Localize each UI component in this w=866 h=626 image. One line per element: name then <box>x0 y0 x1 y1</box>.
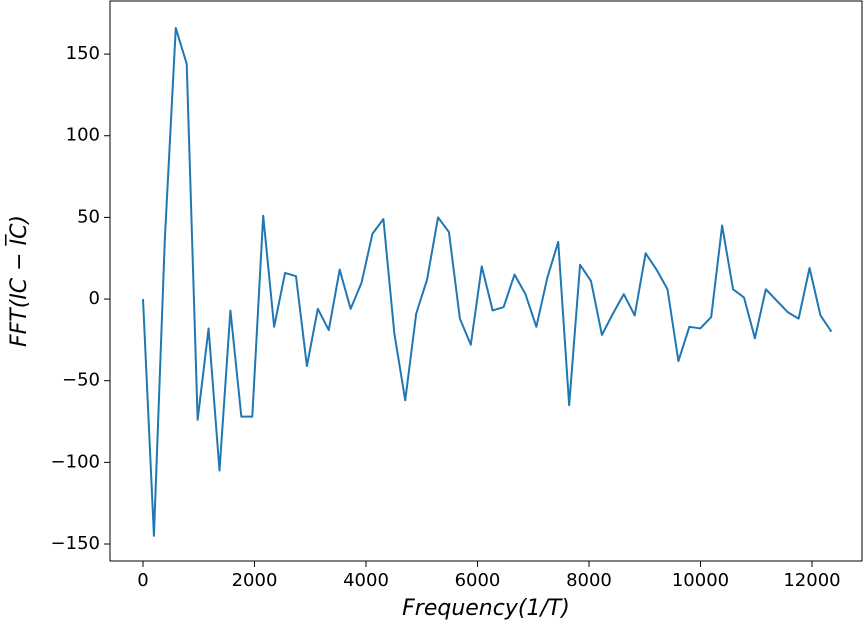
y-axis-label: FFT(IC − I̅C) <box>5 215 32 347</box>
plot-frame <box>109 0 863 562</box>
x-tick-label: 0 <box>137 570 148 591</box>
y-tick-label: 0 <box>89 288 100 309</box>
y-tick-label: 50 <box>77 206 100 227</box>
x-tick-label: 10000 <box>672 570 729 591</box>
x-axis-label: Frequency(1/T) <box>402 596 570 621</box>
y-tick-label: 100 <box>66 125 100 146</box>
data-line <box>142 26 833 537</box>
x-tick-label: 8000 <box>566 570 612 591</box>
y-tick-label: 150 <box>66 43 100 64</box>
x-tick-label: 12000 <box>783 570 840 591</box>
x-tick-label: 6000 <box>455 570 501 591</box>
x-tick-label: 4000 <box>343 570 389 591</box>
x-tick-label: 2000 <box>232 570 278 591</box>
y-tick-label: −100 <box>51 451 100 472</box>
y-tick-label: −150 <box>51 533 100 554</box>
y-tick-label: −50 <box>62 370 100 391</box>
